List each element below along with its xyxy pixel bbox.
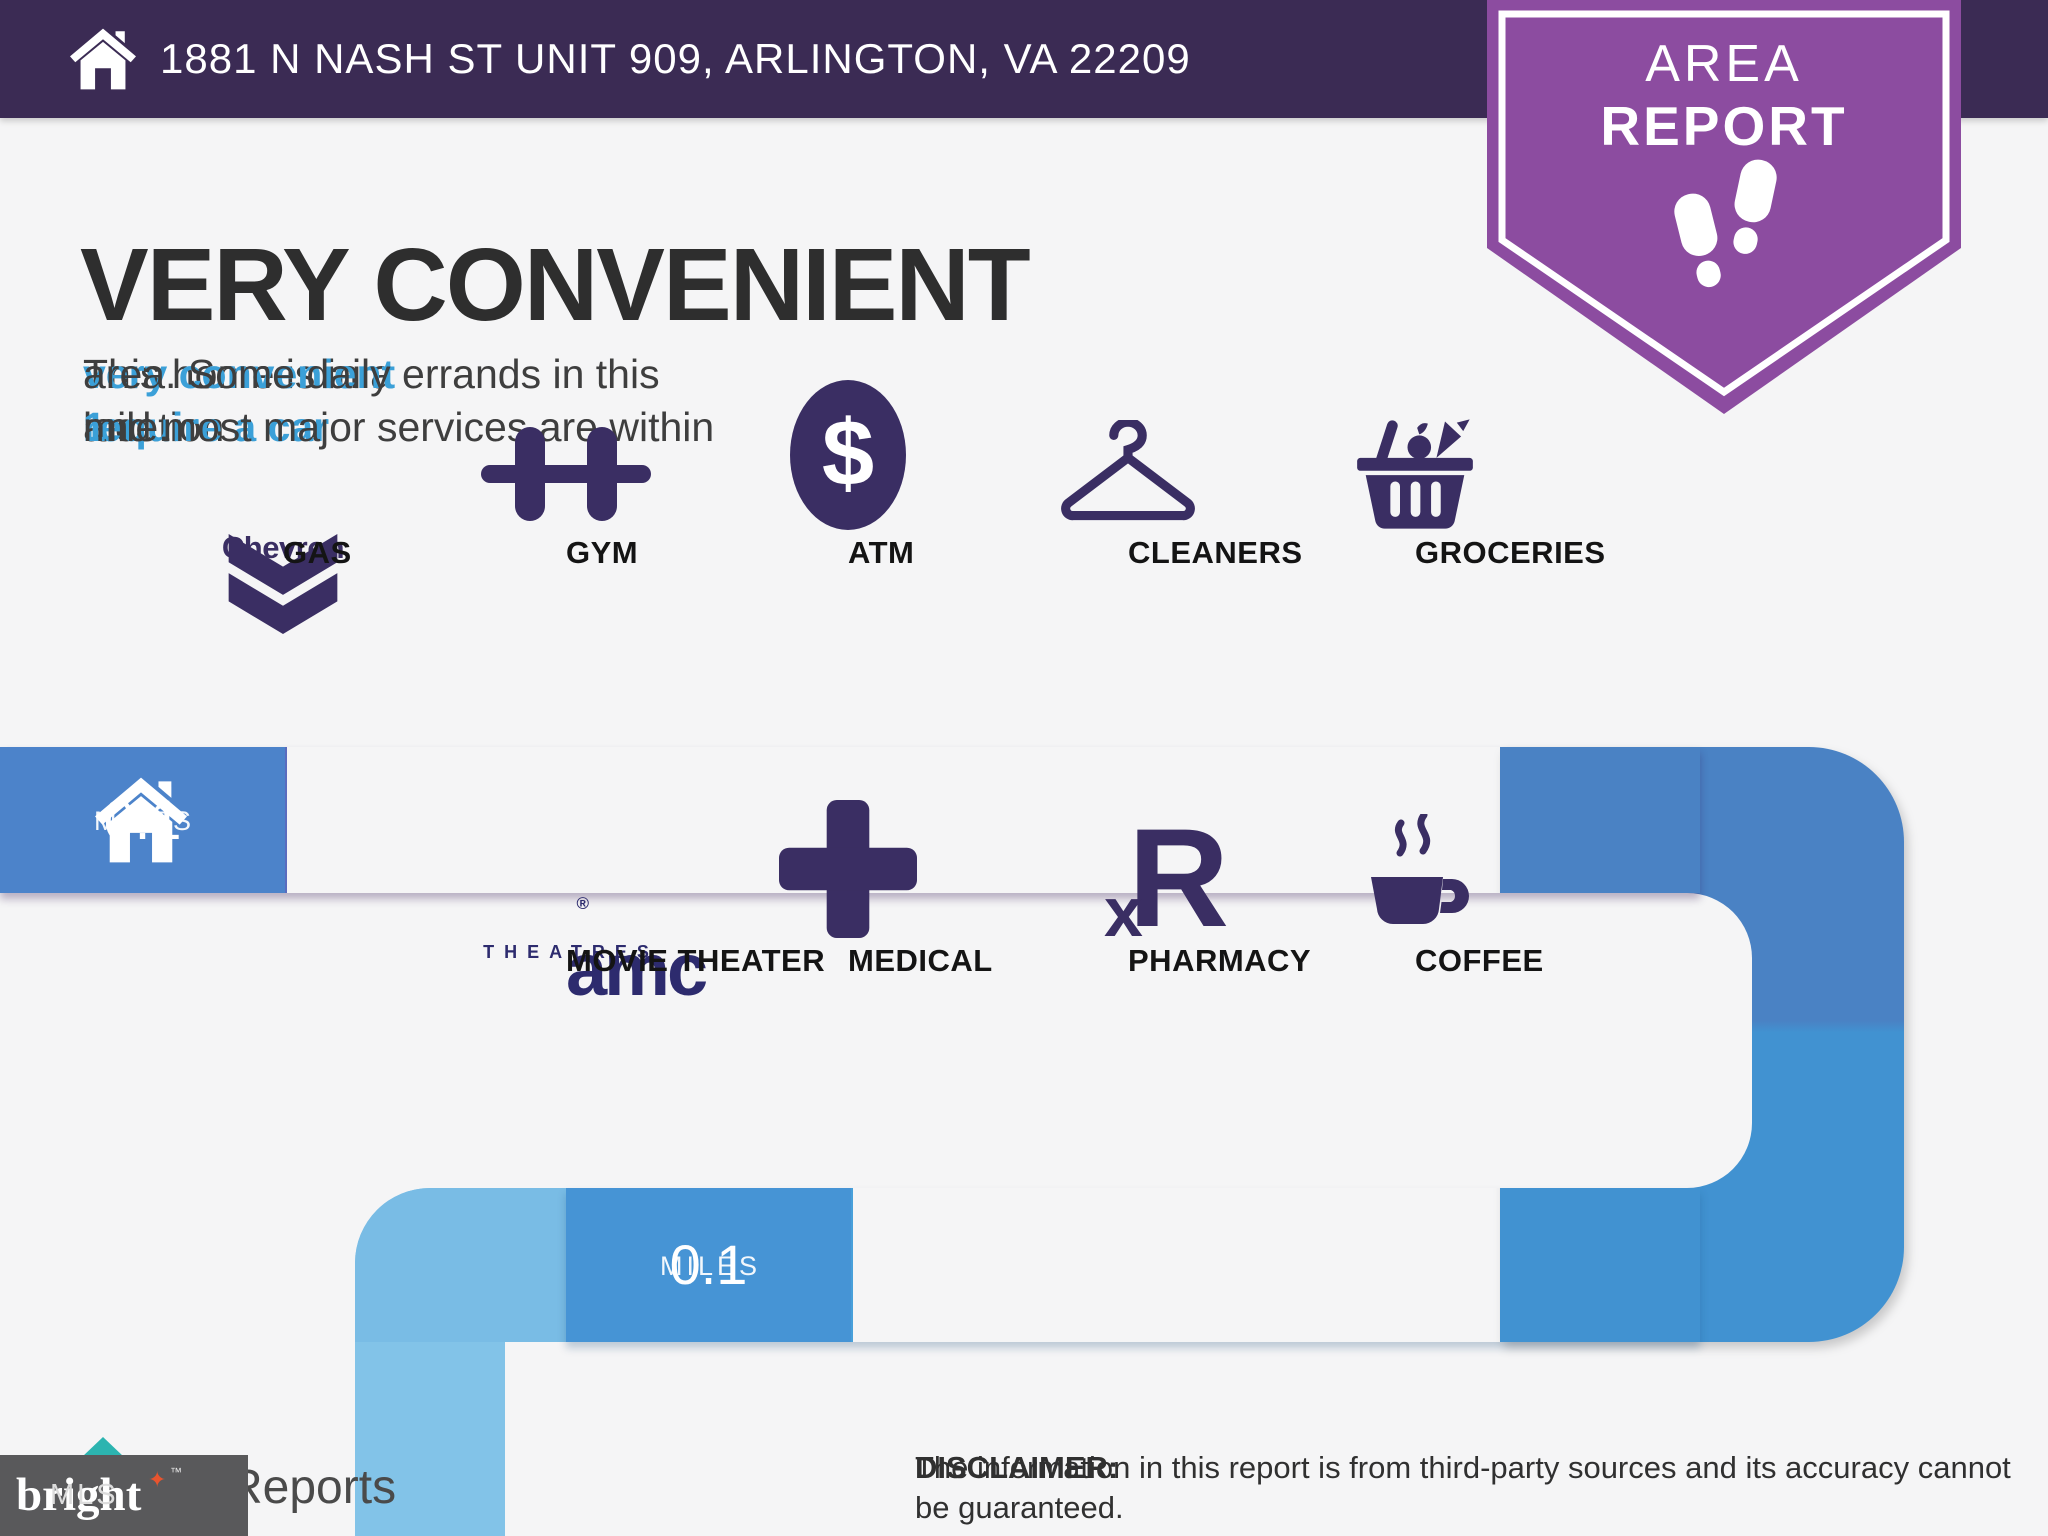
amenity-groceries: GROCERIES xyxy=(1357,419,1700,748)
dollar-glyph: $ xyxy=(821,400,875,505)
bright-wordmark: bright xyxy=(16,1469,142,1521)
amenity-gym: GYM xyxy=(481,427,848,748)
intro-text: area. Some daily errands in this xyxy=(83,351,660,397)
coffee-cup-icon xyxy=(1371,814,1469,925)
amenity-label: PHARMACY xyxy=(1128,943,1312,978)
reports-logo-text: Reports xyxy=(228,1461,397,1514)
registered-mark: ® xyxy=(576,894,588,913)
intro-text: location xyxy=(83,404,225,450)
band2-cell-coffee: 0.1 MILES xyxy=(566,1188,851,1342)
amenity-movie-theater: amc ® THEATRES MOVIE THEATER xyxy=(483,894,848,1168)
amenity-coffee: COFFEE xyxy=(1371,814,1700,1168)
hanger-icon xyxy=(1061,420,1195,521)
intro-paragraph: This home is in a very convenient area. … xyxy=(83,348,1503,450)
trademark-symbol: ™ xyxy=(170,1465,182,1479)
band-inner-notch-bottom xyxy=(505,1342,2048,1536)
home-icon xyxy=(70,28,136,90)
property-address: 1881 N NASH ST UNIT 909, ARLINGTON, VA 2… xyxy=(160,35,1191,82)
intro-accent-very-convenient: very convenient xyxy=(83,351,396,397)
band-inner-notch-middle xyxy=(0,893,1752,1188)
distance-value: 0.1 xyxy=(669,1233,748,1296)
intro-text: mile. xyxy=(83,404,170,450)
intro-text: This home is in a xyxy=(83,351,393,397)
badge-title-line2: REPORT xyxy=(1600,95,1848,157)
footprints-icon xyxy=(1674,159,1777,288)
home-icon xyxy=(95,777,187,863)
amenity-label: ATM xyxy=(848,535,915,570)
intro-accent-require-a-car: require a car xyxy=(83,404,330,450)
mls-text: MLS xyxy=(50,1479,119,1511)
medical-cross-icon xyxy=(779,800,917,938)
amenity-label: GYM xyxy=(566,535,639,570)
amenity-atm: $ ATM xyxy=(790,380,1128,748)
band2-left-curve xyxy=(355,1188,568,1342)
amenity-label: GAS xyxy=(283,535,352,570)
amenity-cleaners: CLEANERS xyxy=(1061,420,1415,748)
amc-theatres-text: THEATRES xyxy=(483,942,659,962)
distance-band-row2: 0.7 MILES 0.1 MILES 0.1 MILES 0.1 MILES xyxy=(566,1188,1700,1342)
bright-mls-logo: bright ✦ ™ MLS xyxy=(0,1455,248,1536)
badge-title-line1: AREA xyxy=(1645,35,1803,93)
amenity-label: COFFEE xyxy=(1415,943,1544,978)
dumbbell-icon xyxy=(481,427,651,521)
badge-ribbon-shape xyxy=(1487,0,1961,414)
amenity-medical: MEDICAL xyxy=(779,800,1128,1168)
amenity-label: GROCERIES xyxy=(1415,535,1606,570)
amenity-label: MEDICAL xyxy=(848,943,993,978)
grocery-basket-icon xyxy=(1357,419,1473,529)
amenity-label: MOVIE THEATER xyxy=(566,943,826,978)
disclaimer-label: DISCLAIMER: xyxy=(915,1450,1119,1485)
amenity-label: CLEANERS xyxy=(1128,535,1303,570)
area-report-badge: AREA REPORT xyxy=(1487,0,1961,416)
reports-logo-roof-icon xyxy=(82,1437,124,1457)
page-title: VERY CONVENIENT xyxy=(80,227,1031,342)
dollar-circle-icon: $ xyxy=(790,380,906,530)
amenity-gas: Chevron GAS xyxy=(222,530,566,748)
intro-accent-one: 1 xyxy=(83,404,106,450)
bright-star-icon: ✦ xyxy=(148,1467,167,1492)
distance-unit: MILES xyxy=(659,1251,762,1281)
